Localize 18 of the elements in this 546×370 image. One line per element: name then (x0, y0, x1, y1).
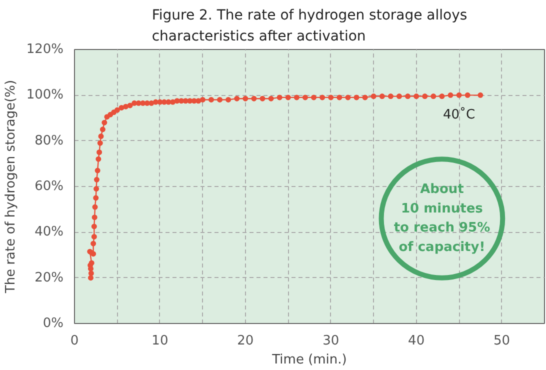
y-tick-label: 120% (26, 42, 64, 57)
y-tick-label: 80% (34, 133, 64, 148)
annotation: About 10 minutes to reach 95% of capacity! (394, 182, 490, 256)
annotation: 40˚C (442, 106, 476, 123)
chart-title: Figure 2. The rate of hydrogen storage alloys characteristics after activation (152, 8, 468, 44)
x-tick-label: 0 (70, 334, 79, 348)
y-tick-label: 40% (34, 224, 64, 240)
x-tick-label: 50 (494, 334, 510, 348)
y-tick-label: 100% (26, 88, 64, 103)
x-tick-label: 30 (322, 334, 340, 348)
y-tick-label: 60% (34, 179, 64, 194)
x-axis-title: Time (min.) (271, 352, 347, 368)
x-tick-label: 10 (152, 334, 168, 348)
x-tick-label: 20 (237, 334, 254, 348)
x-tick-label: 40 (408, 334, 425, 348)
y-axis-title: The rate of hydrogen storage(%) (3, 80, 18, 294)
y-tick-label: 0% (42, 316, 64, 331)
y-tick-label: 20% (34, 270, 64, 286)
